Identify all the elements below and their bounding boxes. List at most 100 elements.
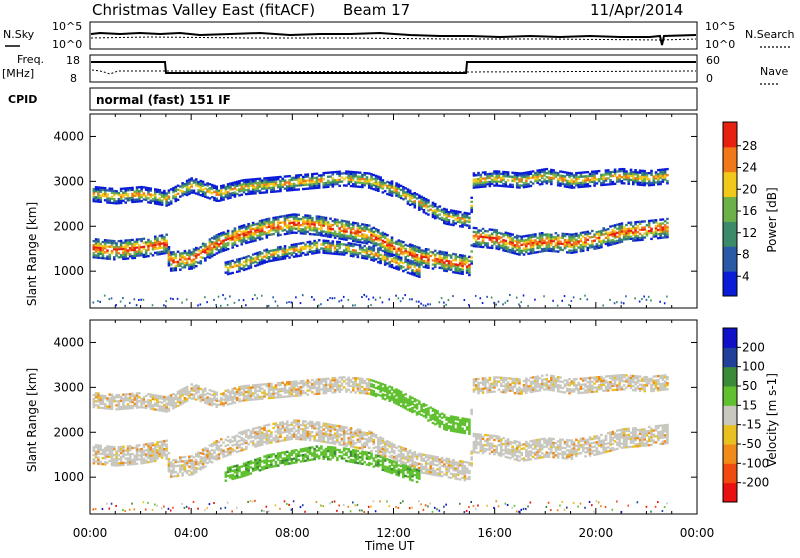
power-cell [368, 172, 371, 174]
velocity-cell [195, 463, 198, 465]
velocity-cell [186, 470, 189, 472]
power-cell [236, 185, 239, 187]
power-cell [434, 211, 437, 213]
power-cell [252, 192, 255, 194]
velocity-cell [170, 510, 172, 512]
power-cell [213, 199, 216, 201]
power-cell [309, 245, 312, 247]
power-cell [655, 227, 658, 229]
velocity-cell [127, 457, 130, 459]
power-cell [486, 234, 489, 236]
power-cell [288, 222, 291, 224]
power-cell [443, 208, 446, 210]
power-cell [154, 236, 157, 238]
power-cell [514, 244, 517, 246]
velocity-cell [129, 393, 132, 395]
power-cell [484, 185, 487, 187]
power-cell [234, 302, 236, 304]
power-cell [393, 257, 396, 259]
power-cell [163, 244, 166, 246]
power-cell [375, 238, 378, 240]
power-cell [311, 187, 314, 189]
power-cell [559, 182, 562, 184]
power-cell [639, 237, 642, 239]
power-cell [263, 233, 266, 235]
power-cell [234, 244, 237, 246]
power-cell [277, 222, 280, 224]
power-cell [411, 244, 414, 246]
power-cell [591, 242, 594, 244]
power-cell [204, 192, 207, 194]
power-cell [429, 251, 432, 253]
velocity-cell [193, 472, 196, 474]
power-cell [350, 227, 353, 229]
velocity-cell [104, 405, 107, 407]
velocity-cell [111, 458, 114, 460]
velocity-cell [102, 449, 105, 451]
power-cell [297, 243, 300, 245]
power-cell [279, 216, 282, 218]
power-cell [322, 216, 325, 218]
power-cell [418, 209, 421, 211]
power-cell [316, 227, 319, 229]
power-cell [149, 189, 152, 191]
power-cell [311, 177, 314, 179]
power-cell [577, 234, 580, 236]
power-cell [279, 258, 282, 260]
power-cell [432, 206, 435, 208]
velocity-cell [118, 450, 121, 452]
power-cell [163, 248, 166, 250]
power-cell [134, 195, 137, 197]
power-cell [375, 185, 378, 187]
power-cell [621, 176, 624, 178]
velocity-cell [240, 387, 243, 389]
velocity-cell [134, 397, 137, 399]
velocity-cell [184, 401, 187, 403]
power-cell [300, 230, 303, 232]
power-cell [448, 266, 451, 268]
power-cell [596, 237, 599, 239]
power-cell [193, 248, 196, 250]
velocity-cell [181, 466, 184, 468]
power-cell [393, 246, 396, 248]
velocity-cell [154, 398, 157, 400]
power-cell [582, 244, 585, 246]
power-cell [220, 248, 223, 250]
velocity-cell [168, 462, 171, 464]
power-cell [393, 187, 396, 189]
power-cell [527, 183, 530, 185]
velocity-cell [163, 404, 166, 406]
velocity-cell [188, 462, 191, 464]
power-cell [584, 245, 587, 247]
velocity-cell [93, 450, 96, 452]
power-cell [263, 183, 266, 185]
power-cell [363, 245, 366, 247]
velocity-cell [122, 462, 125, 464]
power-cell [302, 178, 305, 180]
velocity-cell [136, 398, 139, 400]
power-cell [468, 266, 471, 268]
power-cell [552, 248, 555, 250]
power-cell [341, 236, 344, 238]
velocity-cell [179, 389, 182, 391]
velocity-cell [179, 397, 182, 399]
power-cell [402, 186, 405, 188]
velocity-cell [149, 395, 152, 397]
power-cell [454, 222, 457, 224]
power-cell [525, 171, 528, 173]
power-cell [234, 263, 237, 265]
power-cell [295, 245, 298, 247]
velocity-cell [97, 404, 100, 406]
power-cell [204, 243, 207, 245]
power-cell [564, 235, 567, 237]
velocity-cell [93, 460, 96, 462]
power-cell [345, 222, 348, 224]
power-cell [122, 252, 125, 254]
power-cell [363, 236, 366, 238]
power-cell [95, 256, 98, 258]
velocity-cell [120, 462, 123, 464]
power-cell [550, 179, 553, 181]
power-cell [475, 241, 478, 243]
power-cell [582, 235, 585, 237]
power-cell [391, 243, 394, 245]
